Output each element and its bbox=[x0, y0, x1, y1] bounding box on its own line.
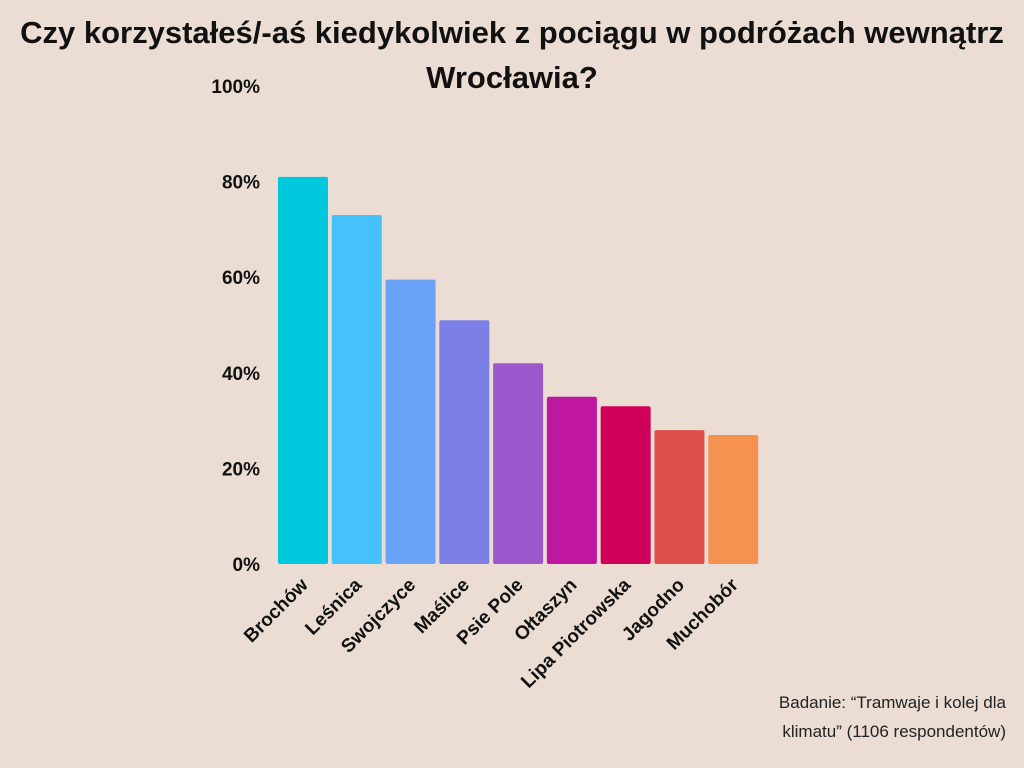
bar bbox=[331, 215, 382, 564]
bar bbox=[385, 279, 436, 564]
y-tick-label: 20% bbox=[222, 459, 260, 480]
y-tick-label: 40% bbox=[222, 364, 260, 385]
footnote-line-1: Badanie: “Tramwaje i kolej dla bbox=[778, 693, 1006, 712]
y-axis-ticks: 0% 20% 40% 60% 80% 100% bbox=[211, 77, 260, 576]
y-tick-label: 80% bbox=[222, 173, 260, 194]
source-footnote: Badanie: “Tramwaje i kolej dla klimatu” … bbox=[706, 688, 1006, 746]
y-tick-label: 100% bbox=[211, 77, 260, 98]
bar bbox=[546, 396, 597, 564]
x-tick-label: Brochów bbox=[240, 575, 312, 647]
y-tick-label: 60% bbox=[222, 268, 260, 289]
bar bbox=[708, 434, 759, 564]
chart-title: Czy korzystałeś/-aś kiedykolwiek z pocią… bbox=[20, 15, 1004, 95]
bar bbox=[278, 176, 328, 564]
bar bbox=[654, 430, 705, 564]
footnote-line-2: klimatu” (1106 respondentów) bbox=[782, 722, 1006, 741]
bar bbox=[600, 406, 651, 564]
bar bbox=[439, 320, 490, 564]
y-tick-label: 0% bbox=[233, 555, 261, 576]
bars bbox=[278, 176, 759, 564]
bar bbox=[493, 363, 544, 564]
